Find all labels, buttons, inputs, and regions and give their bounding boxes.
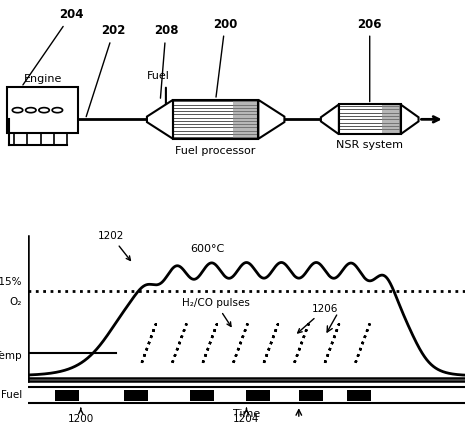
Text: O₂: O₂ — [9, 297, 22, 307]
Text: Fuel processor: Fuel processor — [175, 146, 256, 156]
Bar — [299, 390, 323, 401]
Bar — [173, 100, 258, 139]
Text: 1202: 1202 — [98, 231, 130, 260]
Text: 1200: 1200 — [68, 408, 94, 424]
Text: Fuel: Fuel — [147, 71, 170, 81]
Text: Engine: Engine — [24, 74, 62, 84]
Text: 202: 202 — [86, 24, 126, 116]
Text: 1206: 1206 — [298, 304, 338, 333]
Text: Time: Time — [233, 409, 260, 419]
Text: 206: 206 — [357, 18, 382, 102]
Bar — [382, 104, 401, 134]
Text: 8-15%: 8-15% — [0, 277, 22, 287]
Bar — [339, 104, 401, 134]
Text: Temp: Temp — [0, 351, 22, 361]
Text: Fuel: Fuel — [0, 391, 22, 401]
Bar — [55, 390, 79, 401]
Text: NSR system: NSR system — [336, 140, 403, 150]
Bar — [339, 104, 401, 134]
Polygon shape — [147, 100, 173, 139]
Text: 1204: 1204 — [233, 408, 260, 424]
Bar — [7, 87, 78, 133]
Polygon shape — [321, 104, 339, 134]
Text: H₂/CO pulses: H₂/CO pulses — [182, 298, 250, 326]
Polygon shape — [401, 104, 419, 134]
Polygon shape — [258, 100, 284, 139]
Bar — [190, 390, 214, 401]
Bar — [173, 100, 258, 139]
Text: 208: 208 — [154, 24, 178, 98]
Text: 200: 200 — [213, 18, 237, 97]
Text: 204: 204 — [23, 8, 83, 85]
Bar — [246, 390, 271, 401]
Bar — [124, 390, 148, 401]
Bar — [347, 390, 371, 401]
Bar — [233, 100, 258, 139]
Text: 600°C: 600°C — [190, 244, 224, 254]
